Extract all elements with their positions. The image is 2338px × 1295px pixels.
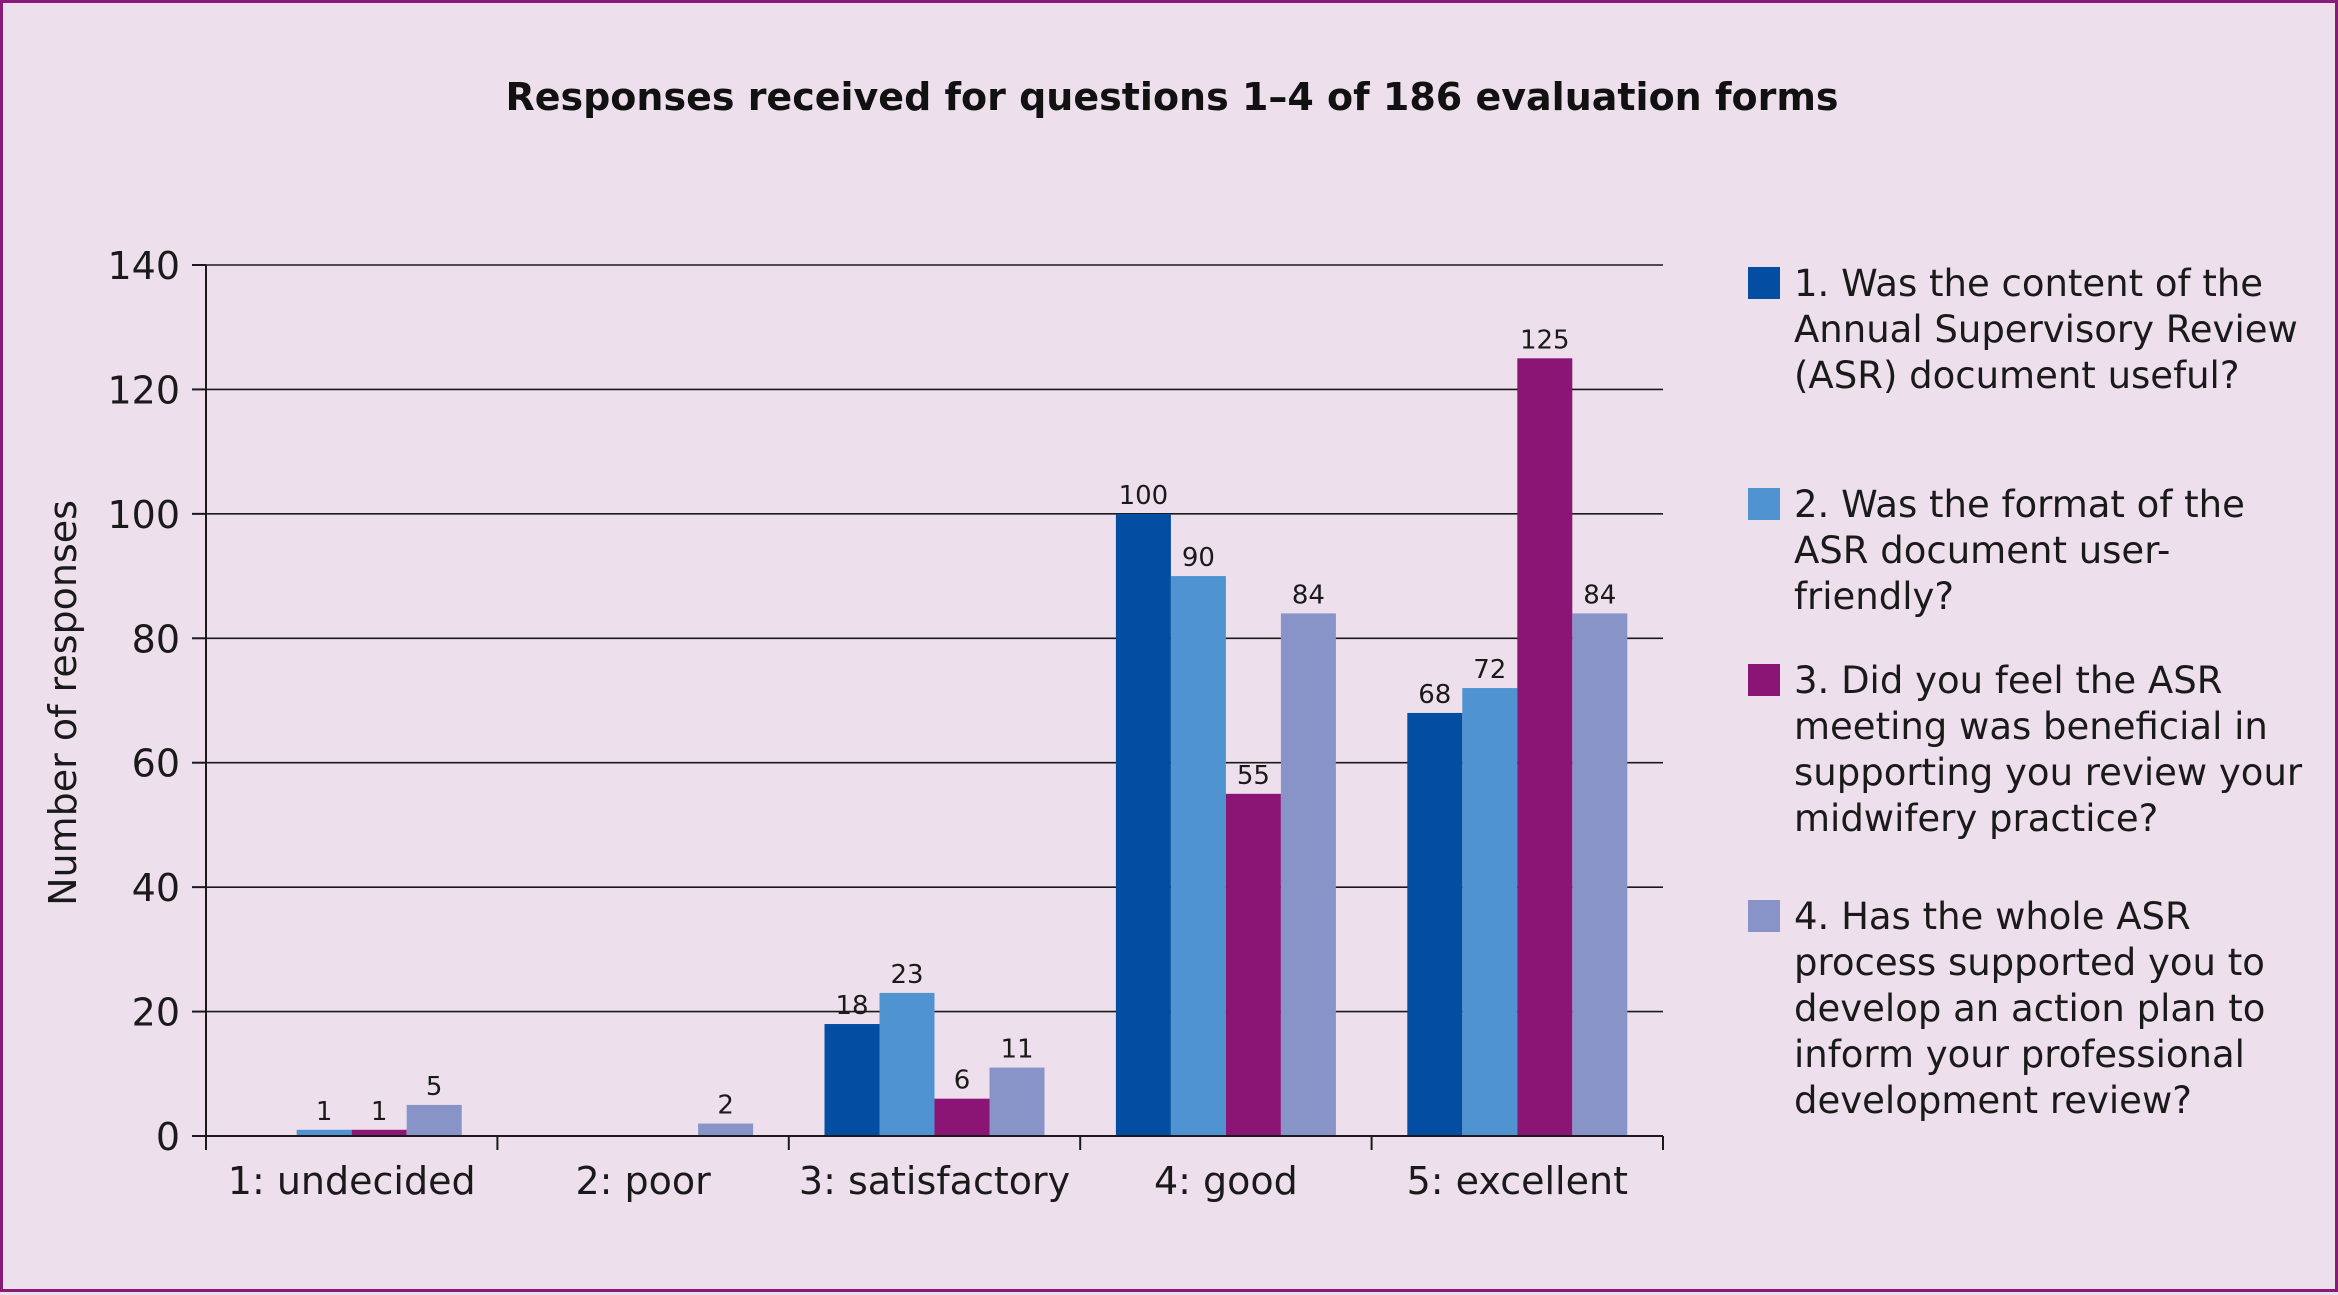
legend-label: 1. Was the content of the Annual Supervi… [1794,262,2298,397]
data-label: 90 [1182,543,1215,573]
y-tick-label: 140 [107,244,180,288]
bar [1225,793,1281,1136]
y-tick-label: 80 [132,617,180,661]
bar [698,1123,754,1136]
legend-item: 3. Did you feel the ASR meeting was bene… [1748,658,2328,842]
y-tick-label: 20 [132,991,180,1035]
data-label: 68 [1418,680,1451,710]
y-tick-label: 0 [156,1115,180,1159]
data-label: 23 [890,960,923,990]
legend-swatch [1748,900,1780,932]
legend-swatch [1748,488,1780,520]
data-label: 2 [717,1091,734,1121]
legend-label: 4. Has the whole ASR process supported y… [1794,895,2266,1122]
y-tick-label: 40 [132,866,180,910]
bar [351,1129,407,1136]
data-label: 1 [316,1097,333,1127]
y-tick-label: 120 [107,368,180,412]
data-label: 84 [1292,580,1325,610]
data-label: 18 [835,991,868,1021]
bar [406,1104,462,1136]
legend-item: 4. Has the whole ASR process supported y… [1748,894,2328,1124]
data-label: 6 [954,1066,971,1096]
legend-item: 1. Was the content of the Annual Supervi… [1748,261,2328,399]
bar [1517,358,1573,1137]
x-tick-label: 4: good [1154,1159,1298,1203]
bar [824,1024,880,1136]
data-label: 11 [1000,1035,1033,1065]
legend-item: 2. Was the format of the ASR document us… [1748,482,2328,620]
data-label: 5 [426,1072,443,1102]
legend-swatch [1748,664,1780,696]
data-label: 125 [1520,325,1570,355]
y-axis-label: Number of responses [41,500,85,906]
bar [1572,613,1628,1136]
data-label: 100 [1119,481,1169,511]
x-tick-label: 1: undecided [228,1159,476,1203]
bar [296,1129,352,1136]
data-label: 1 [371,1097,388,1127]
data-label: 72 [1473,655,1506,685]
bar [1407,712,1463,1136]
legend-label: 3. Did you feel the ASR meeting was bene… [1794,659,2303,840]
bar [989,1067,1045,1136]
x-tick-label: 2: poor [575,1159,711,1203]
x-tick-label: 3: satisfactory [799,1159,1070,1203]
bar [1115,513,1171,1136]
bar [934,1098,990,1136]
legend-label: 2. Was the format of the ASR document us… [1794,483,2245,618]
y-tick-label: 100 [107,493,180,537]
x-tick-label: 5: excellent [1407,1159,1628,1203]
bar [1170,576,1226,1136]
bar [879,992,935,1136]
data-label: 55 [1237,761,1270,791]
data-label: 84 [1583,580,1616,610]
y-tick-label: 60 [132,742,180,786]
bar [1280,613,1336,1136]
chart-title: Responses received for questions 1–4 of … [505,75,1839,119]
legend-swatch [1748,267,1780,299]
bar [1462,688,1518,1136]
